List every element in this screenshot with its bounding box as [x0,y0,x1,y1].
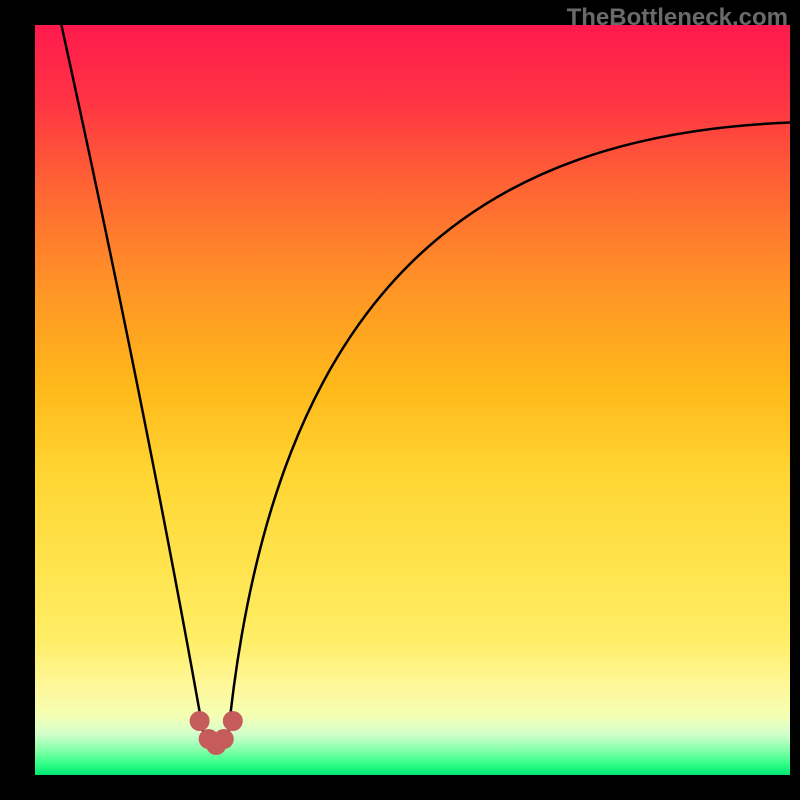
trough-marker-group [190,711,243,755]
bottleneck-curve-path [61,25,790,745]
trough-marker [190,711,210,731]
outer-frame: TheBottleneck.com [0,0,800,800]
gradient-plot-area [35,25,790,775]
trough-marker [214,729,234,749]
watermark-text: TheBottleneck.com [567,4,788,32]
bottleneck-curve [35,25,790,775]
trough-marker [223,711,243,731]
